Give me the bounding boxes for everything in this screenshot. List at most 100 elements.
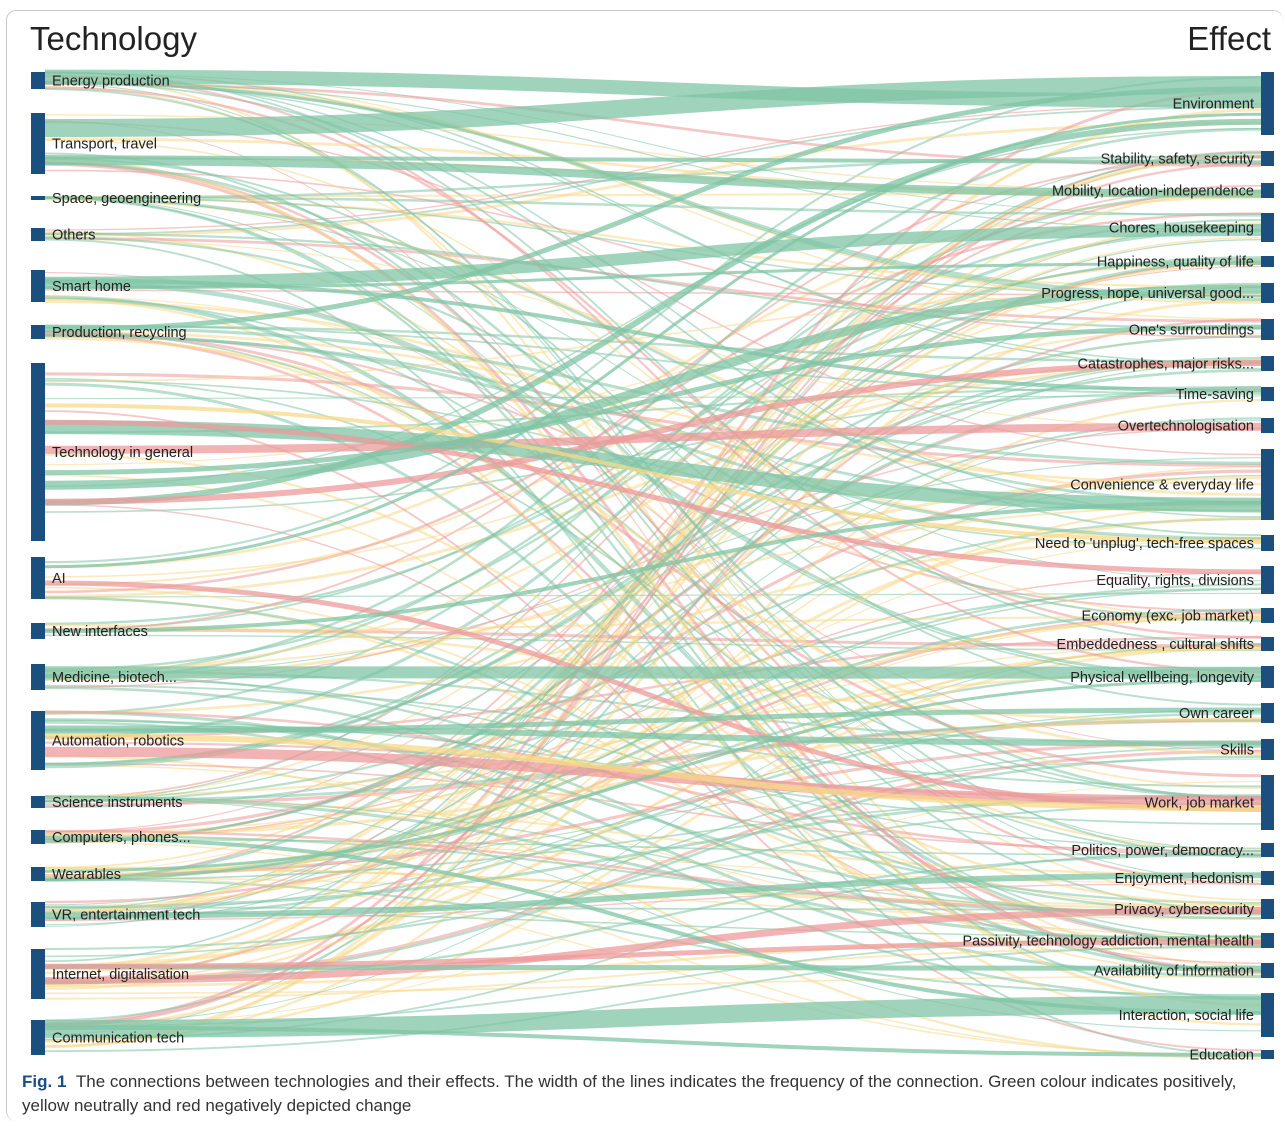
link-142: [44, 71, 1262, 646]
link-98: [44, 232, 1262, 330]
technology-node-5: [31, 325, 45, 339]
effect-node-14: [1261, 637, 1274, 651]
effect-label-1: Stability, safety, security: [1101, 152, 1255, 168]
effect-node-19: [1261, 843, 1274, 857]
effect-node-24: [1261, 993, 1274, 1037]
link-38: [44, 372, 1262, 467]
link-61: [44, 883, 1262, 921]
figure-frame: [6, 10, 1283, 1121]
link-252: [44, 906, 1262, 985]
link-117: [44, 76, 1262, 564]
technology-header: Technology: [30, 20, 197, 57]
technology-node-14: [31, 902, 45, 927]
effect-node-18: [1261, 775, 1274, 830]
link-196: [44, 299, 1262, 1031]
technology-node-3: [31, 228, 45, 241]
effect-label-13: Economy (exc. job market): [1082, 609, 1254, 625]
effect-label-20: Enjoyment, hedonism: [1115, 871, 1254, 887]
link-202: [44, 829, 1262, 915]
link-210: [44, 237, 1262, 916]
effect-node-6: [1261, 319, 1274, 340]
link-44: [44, 330, 1262, 486]
technology-label-10: Automation, robotics: [52, 734, 184, 750]
effect-label-6: One's surroundings: [1129, 323, 1254, 339]
effect-label-25: Education: [1190, 1048, 1255, 1064]
technology-label-12: Computers, phones...: [52, 830, 191, 846]
link-225: [44, 325, 1262, 465]
link-18: [44, 571, 1262, 841]
link-228: [44, 161, 1262, 800]
technology-node-4: [31, 270, 45, 302]
technology-label-7: AI: [52, 571, 66, 587]
effect-node-3: [1261, 213, 1274, 242]
effect-label-12: Equality, rights, divisions: [1096, 573, 1254, 589]
link-155: [44, 318, 1262, 981]
technology-label-4: Smart home: [52, 279, 131, 295]
links-layer: [44, 69, 1262, 1060]
link-179: [44, 795, 1262, 943]
technology-node-13: [31, 867, 45, 881]
technology-label-15: Internet, digitalisation: [52, 967, 189, 983]
link-240: [44, 422, 1262, 454]
effect-label-17: Skills: [1220, 743, 1254, 759]
effect-node-4: [1261, 256, 1274, 267]
link-83: [44, 644, 1262, 967]
link-102: [44, 597, 1262, 914]
effect-label-24: Interaction, social life: [1119, 1008, 1254, 1024]
technology-node-7: [31, 557, 45, 599]
effect-node-22: [1261, 933, 1274, 948]
effect-node-8: [1261, 387, 1274, 401]
link-221: [44, 113, 1262, 987]
link-188: [44, 324, 1262, 395]
link-64: [44, 106, 1262, 235]
link-15: [44, 228, 1262, 740]
technology-node-9: [31, 664, 45, 690]
figure-caption: Fig. 1 The connections between technolog…: [22, 1070, 1262, 1118]
link-97: [44, 398, 1262, 1048]
effect-label-15: Physical wellbeing, longevity: [1070, 670, 1255, 686]
technology-label-2: Space, geoengineering: [52, 191, 201, 207]
effect-node-15: [1261, 666, 1274, 688]
effect-label-16: Own career: [1179, 706, 1254, 722]
link-260: [44, 678, 1262, 873]
technology-label-16: Communication tech: [52, 1031, 184, 1047]
link-254: [44, 939, 1262, 969]
effect-label-21: Privacy, cybersecurity: [1114, 902, 1255, 918]
link-176: [44, 330, 1262, 778]
link-250: [44, 707, 1262, 734]
technology-node-6: [31, 363, 45, 541]
link-149: [44, 615, 1262, 633]
link-226: [44, 190, 1262, 1043]
technology-label-1: Transport, travel: [52, 137, 157, 153]
sankey-diagram: Energy production Transport, travel Space,…: [31, 69, 1274, 1064]
link-220: [44, 74, 1262, 673]
link-238: [44, 284, 1262, 490]
effect-node-10: [1261, 449, 1274, 520]
effect-node-20: [1261, 871, 1274, 885]
link-204: [44, 616, 1262, 907]
link-243: [44, 403, 1262, 544]
link-259: [44, 86, 1262, 332]
technology-node-0: [31, 72, 45, 89]
effect-node-21: [1261, 899, 1274, 919]
technology-label-8: New interfaces: [52, 624, 148, 640]
link-219: [44, 504, 1262, 671]
effect-node-23: [1261, 963, 1274, 978]
effect-label-18: Work, job market: [1145, 796, 1254, 812]
link-175: [44, 802, 1262, 951]
effect-node-5: [1261, 283, 1274, 303]
technology-label-9: Medicine, biotech...: [52, 670, 177, 686]
link-232: [44, 157, 1262, 198]
link-203: [44, 80, 1262, 231]
effect-label-22: Passivity, technology addiction, mental …: [962, 934, 1254, 950]
link-199: [44, 152, 1262, 913]
link-32: [44, 230, 1262, 789]
link-261: [44, 500, 1262, 634]
link-112: [44, 184, 1262, 799]
link-189: [44, 608, 1262, 881]
link-58: [44, 289, 1262, 297]
link-82: [44, 798, 1262, 876]
effect-label-3: Chores, housekeeping: [1109, 221, 1254, 237]
effect-node-13: [1261, 608, 1274, 623]
effect-node-25: [1261, 1050, 1274, 1059]
